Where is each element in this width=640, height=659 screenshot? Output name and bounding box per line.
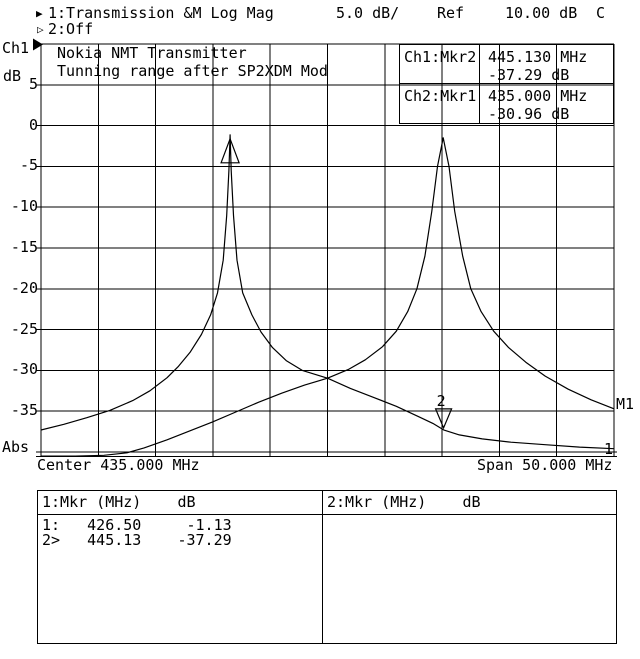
readout-channel-label: Ch1:Mkr2 bbox=[400, 45, 480, 84]
readout-channel-label: Ch2:Mkr1 bbox=[400, 84, 480, 123]
marker-table-body bbox=[323, 515, 616, 518]
marker-2-label: 2 bbox=[437, 392, 446, 410]
y-axis-label: 5 bbox=[28, 74, 38, 93]
ref-level-value: 10.00 dB bbox=[505, 4, 578, 22]
trace-data bbox=[40, 134, 615, 450]
readout-values: 445.130 MHz -37.29 dB bbox=[480, 45, 613, 84]
readout-frequency: 445.130 MHz bbox=[488, 48, 588, 66]
span-label: Span 50.000 MHz bbox=[477, 456, 613, 474]
trace1-end-number-label: 1 bbox=[604, 440, 614, 458]
marker-table-body: 1: 426.50 -1.13 2> 445.13 -37.29 bbox=[38, 515, 322, 548]
y-axis-label: -10 bbox=[10, 197, 38, 216]
marker-2-icon bbox=[434, 408, 453, 430]
y-axis-label: -35 bbox=[10, 401, 38, 420]
plot-title-line2: Tunning range after SP2XDM Mod bbox=[57, 62, 328, 80]
trace-memory bbox=[41, 137, 615, 457]
readout-frequency: 435.000 MHz bbox=[488, 87, 588, 105]
ref-level-marker-icon bbox=[33, 38, 43, 51]
memory-trace-label: M1 bbox=[616, 395, 635, 413]
y-axis-abs-label: Abs bbox=[2, 438, 30, 456]
marker-table-row: 2> 445.13 -37.29 bbox=[42, 531, 232, 549]
readout-values: 435.000 MHz -30.96 dB bbox=[480, 84, 613, 123]
readout-level: -30.96 dB bbox=[488, 105, 570, 123]
trace1-active-indicator-icon: ▶ bbox=[36, 7, 43, 20]
marker-table-row: 1: 426.50 -1.13 bbox=[42, 516, 232, 534]
y-axis-label: -15 bbox=[10, 238, 38, 256]
trace2-status-label: 2:Off bbox=[48, 20, 94, 38]
channel-label: Ch1 bbox=[2, 39, 30, 57]
marker-table-header: 1:Mkr (MHz) dB bbox=[38, 491, 322, 515]
marker-table: 1:Mkr (MHz) dB 1: 426.50 -1.13 2> 445.13 -… bbox=[37, 490, 617, 644]
marker-table-header: 2:Mkr (MHz) dB bbox=[323, 491, 616, 515]
marker-readout-box: Ch1:Mkr2 445.130 MHz -37.29 dB Ch2:Mkr1 435.… bbox=[399, 44, 614, 124]
y-axis-label: -20 bbox=[10, 278, 38, 297]
plot-area: 2 bbox=[33, 38, 617, 457]
trace2-inactive-indicator-icon: ▷ bbox=[37, 23, 44, 36]
y-axis-label: -30 bbox=[10, 360, 38, 379]
marker-table-ch2-panel: 2:Mkr (MHz) dB bbox=[323, 491, 616, 643]
marker-table-ch1-panel: 1:Mkr (MHz) dB 1: 426.50 -1.13 2> 445.13 -… bbox=[38, 491, 323, 643]
marker-1-icon bbox=[220, 137, 240, 164]
cal-status-indicator: C bbox=[596, 4, 606, 22]
plot-title-line1: Nokia NMT Transmitter bbox=[57, 44, 247, 62]
ref-label: Ref bbox=[437, 4, 465, 22]
center-frequency-label: Center 435.000 MHz bbox=[37, 456, 200, 474]
y-axis-label: 0 bbox=[28, 115, 38, 134]
readout-level: -37.29 dB bbox=[488, 66, 570, 84]
y-axis-label: -5 bbox=[19, 156, 38, 175]
scale-per-div-value: 5.0 dB/ bbox=[336, 4, 400, 22]
y-unit-label: dB bbox=[3, 67, 22, 85]
trace1-settings-label: 1:Transmission &M Log Mag bbox=[48, 4, 274, 22]
y-axis-label: -25 bbox=[10, 319, 38, 338]
